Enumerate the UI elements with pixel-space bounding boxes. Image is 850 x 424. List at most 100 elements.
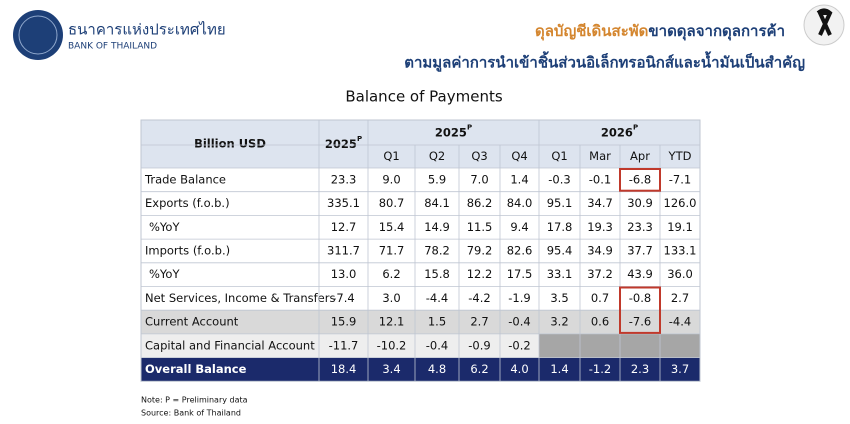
- subheader: Q2: [429, 149, 445, 163]
- cell: 37.2: [587, 267, 613, 281]
- cell: 33.1: [547, 267, 573, 281]
- cell: 34.7: [587, 196, 613, 210]
- cell: 5.9: [428, 172, 446, 186]
- cell: 30.9: [627, 196, 653, 210]
- cell: 17.5: [507, 267, 533, 281]
- cell: 13.0: [331, 267, 357, 281]
- cell: 4.8: [428, 362, 446, 376]
- group-header-text: 2026: [601, 125, 633, 139]
- headline-2: ตามมูลค่าการนำเข้าชิ้นส่วนอิเล็กทรอนิกส์…: [404, 51, 805, 73]
- row-label: Current Account: [145, 315, 239, 329]
- cell: 2.7: [470, 315, 488, 329]
- cell: 34.9: [587, 243, 613, 257]
- subheader: Q1: [551, 149, 567, 163]
- cell: -4.4: [426, 291, 448, 305]
- cell: 126.0: [664, 196, 697, 210]
- highlight-box: [619, 168, 661, 192]
- group-header: 2025P: [435, 124, 472, 140]
- row-label: %YoY: [149, 220, 180, 234]
- org-thai: ธนาคารแห่งประเทศไทย: [68, 21, 226, 39]
- cell: 36.0: [667, 267, 693, 281]
- table-border: [140, 119, 701, 382]
- cell: 86.2: [467, 196, 493, 210]
- group-header-sup: P: [467, 124, 472, 132]
- cell: 3.0: [382, 291, 400, 305]
- year-header-text: 2025: [325, 137, 357, 151]
- subheader: YTD: [668, 149, 692, 163]
- cell: 15.8: [424, 267, 450, 281]
- row-bg: [141, 262, 700, 287]
- row-label: Trade Balance: [144, 172, 226, 186]
- cell: -4.4: [669, 315, 691, 329]
- cell: 6.2: [382, 267, 400, 281]
- subheader: Mar: [589, 149, 611, 163]
- row-bg: [141, 357, 700, 382]
- group-header-text: 2025: [435, 125, 467, 139]
- cell: 14.9: [424, 220, 450, 234]
- cell: 3.5: [550, 291, 568, 305]
- cell: 6.2: [470, 362, 488, 376]
- cell: 95.1: [547, 196, 573, 210]
- row-label: %YoY: [149, 267, 180, 281]
- cell: -7.1: [669, 172, 691, 186]
- subheader: Q1: [383, 149, 399, 163]
- cell: 1.4: [510, 172, 528, 186]
- cell: 12.7: [331, 220, 357, 234]
- cell: 18.4: [331, 362, 357, 376]
- cell: 133.1: [664, 243, 697, 257]
- row-label: Capital and Financial Account: [145, 338, 315, 352]
- highlight-box: [619, 286, 661, 334]
- cell: -6.8: [629, 172, 651, 186]
- logo: [13, 10, 63, 60]
- cell: 9.4: [510, 220, 528, 234]
- row-bg: [141, 310, 700, 334]
- cell: 19.1: [667, 220, 693, 234]
- cell: 78.2: [424, 243, 450, 257]
- row-label: Overall Balance: [145, 362, 247, 376]
- header-bg: [141, 120, 700, 168]
- unit-label: Billion USD: [194, 137, 266, 151]
- row-label: Net Services, Income & Transfers: [145, 291, 335, 305]
- empty-cell: [660, 333, 700, 358]
- cell: -7.6: [629, 315, 651, 329]
- headline-1a: ดุลบัญชีเดินสะพัด: [535, 22, 648, 41]
- row-bg: [141, 215, 700, 240]
- logo-ring: [18, 15, 58, 55]
- cell: 4.0: [510, 362, 528, 376]
- cell: -4.2: [468, 291, 490, 305]
- cell: 15.9: [331, 315, 357, 329]
- ribbon: [816, 8, 833, 36]
- year-header-sup: P: [357, 135, 362, 143]
- cell: -0.2: [508, 338, 530, 352]
- cell: -0.4: [426, 338, 448, 352]
- cell: 37.7: [627, 243, 653, 257]
- cell: 9.0: [382, 172, 400, 186]
- row-bg: [141, 168, 700, 192]
- row-bg: [141, 191, 700, 216]
- cell: -10.2: [377, 338, 407, 352]
- cell: -0.3: [548, 172, 570, 186]
- cell: -0.1: [589, 172, 611, 186]
- cell: -0.4: [508, 315, 530, 329]
- cell: 12.2: [467, 267, 493, 281]
- cell: 3.4: [382, 362, 400, 376]
- cell: -0.8: [629, 291, 651, 305]
- note: Note: P = Preliminary data: [141, 396, 248, 405]
- group-header: 2026P: [601, 124, 638, 140]
- cell: 23.3: [331, 172, 357, 186]
- cell: 1.5: [428, 315, 446, 329]
- subheader: Q3: [471, 149, 487, 163]
- empty-cell: [580, 333, 620, 358]
- cell: 7.0: [470, 172, 488, 186]
- headline-1: ดุลบัญชีเดินสะพัดขาดดุลจากดุลการค้า: [535, 22, 785, 41]
- cell: 12.1: [379, 315, 405, 329]
- cell: 17.8: [547, 220, 573, 234]
- cell: 95.4: [547, 243, 573, 257]
- cell: 84.1: [424, 196, 450, 210]
- row-bg: [141, 239, 700, 263]
- cell: 3.2: [550, 315, 568, 329]
- cell: 1.4: [550, 362, 568, 376]
- cell: 82.6: [507, 243, 533, 257]
